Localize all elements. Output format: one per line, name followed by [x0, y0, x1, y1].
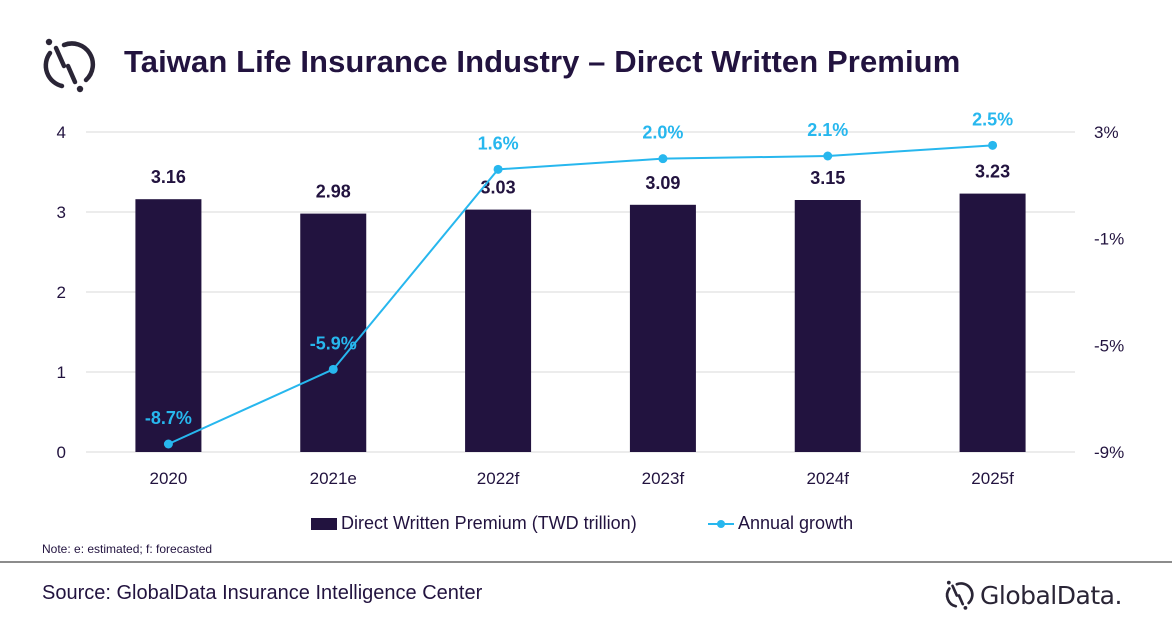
right-axis-tick-label: -1%: [1094, 230, 1124, 249]
growth-marker: [823, 151, 833, 161]
bar: [465, 209, 532, 452]
bar-series: [135, 193, 1026, 452]
x-axis-tick-label: 2025f: [971, 469, 1014, 488]
x-axis-tick-label: 2022f: [477, 469, 520, 488]
x-axis-tick-label: 2024f: [806, 469, 849, 488]
line-marker-swatch-icon: [708, 518, 734, 530]
globaldata-logo-icon: [945, 580, 974, 610]
right-axis-tick-label: 3%: [1094, 123, 1119, 142]
left-axis-tick-label: 1: [57, 363, 66, 382]
growth-data-label: -8.7%: [145, 408, 192, 428]
x-axis-ticks: 2020 2021e 2022f 2023f 2024f 2025f: [150, 469, 1015, 488]
right-axis-tick-label: -5%: [1094, 336, 1124, 355]
globaldata-brand: GlobalData.: [944, 577, 1122, 613]
growth-marker: [328, 364, 338, 374]
footer-divider: [0, 561, 1172, 563]
chart-header: Taiwan Life Insurance Industry – Direct …: [0, 0, 1172, 110]
growth-data-label: 2.5%: [972, 109, 1013, 129]
left-axis-tick-label: 3: [57, 203, 66, 222]
left-axis-tick-label: 2: [57, 283, 66, 302]
left-axis-tick-label: 4: [57, 123, 66, 142]
bar-data-label: 3.15: [810, 168, 845, 188]
bar-data-label: 3.16: [151, 167, 186, 187]
x-axis-tick-label: 2023f: [642, 469, 685, 488]
growth-marker: [988, 140, 998, 150]
globaldata-logo-icon: [43, 38, 96, 93]
growth-marker: [493, 164, 503, 174]
legend-item-growth[interactable]: Annual growth: [708, 513, 853, 534]
left-axis-ticks: 0 1 2 3 4: [57, 123, 66, 462]
bar: [629, 204, 696, 452]
brand-name: GlobalData.: [980, 580, 1122, 610]
right-axis-ticks: -9% -5% -1% 3%: [1094, 123, 1124, 462]
bar: [794, 200, 861, 452]
bar: [959, 193, 1026, 452]
legend-label: Direct Written Premium (TWD trillion): [341, 513, 637, 533]
bar-data-label: 2.98: [316, 182, 351, 202]
growth-data-label: 2.0%: [642, 123, 683, 143]
growth-marker: [658, 154, 668, 164]
legend-label: Annual growth: [738, 513, 854, 533]
bar-data-label: 3.09: [645, 173, 680, 193]
bar-data-label: 3.03: [481, 178, 516, 198]
legend-item-premium[interactable]: Direct Written Premium (TWD trillion): [311, 513, 637, 534]
growth-data-label: 1.6%: [478, 133, 519, 153]
chart-legend: Direct Written Premium (TWD trillion) An…: [0, 513, 1172, 539]
left-axis-tick-label: 0: [57, 443, 66, 462]
line-data-labels: -8.7% -5.9% 1.6% 2.0% 2.1% 2.5%: [145, 109, 1013, 428]
right-axis-tick-label: -9%: [1094, 443, 1124, 462]
footnote: Note: e: estimated; f: forecasted: [42, 542, 213, 556]
x-axis-tick-label: 2021e: [310, 469, 357, 488]
x-axis-tick-label: 2020: [150, 469, 188, 488]
growth-data-label: 2.1%: [807, 120, 848, 140]
gridlines: [86, 131, 1075, 453]
bar-swatch-icon: [311, 517, 337, 530]
line-series: [163, 140, 998, 449]
bar-data-label: 3.23: [975, 162, 1010, 182]
growth-data-label: -5.9%: [310, 333, 357, 353]
chart-title: Taiwan Life Insurance Industry – Direct …: [124, 44, 961, 79]
source-text: Source: GlobalData Insurance Intelligenc…: [42, 582, 483, 604]
bar: [300, 213, 367, 452]
bar-data-labels: 3.16 2.98 3.03 3.09 3.15 3.23: [151, 162, 1010, 202]
growth-line: [168, 144, 993, 445]
growth-marker: [163, 439, 173, 449]
bar: [135, 199, 202, 452]
